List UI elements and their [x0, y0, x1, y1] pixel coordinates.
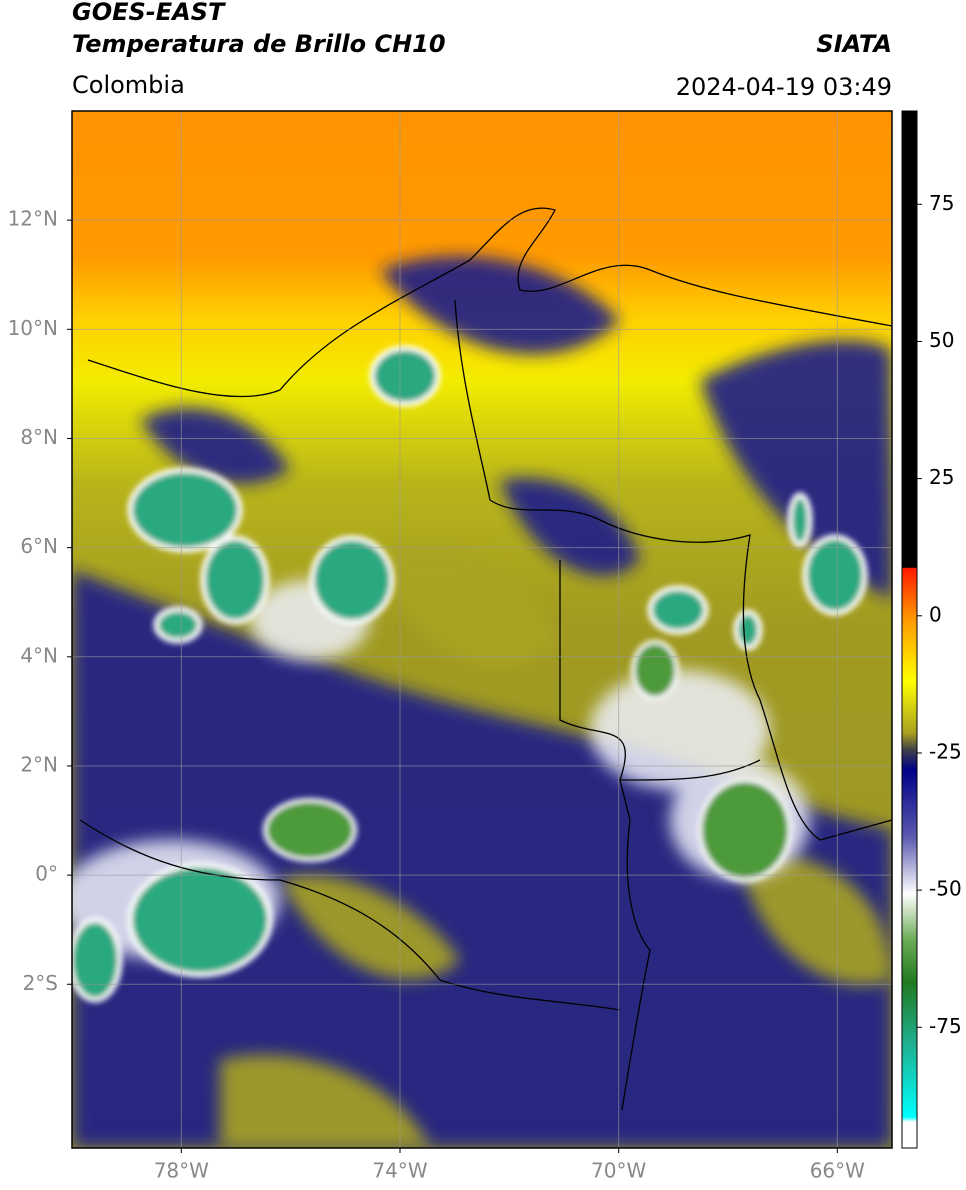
- lat-tick-label: 10°N: [8, 316, 58, 340]
- map-frame: [71, 110, 893, 1149]
- lat-tick-label: 4°N: [20, 643, 58, 667]
- colorbar-tick-label: 50: [929, 328, 954, 352]
- borders: [79, 207, 892, 1111]
- lat-tick-label: 12°N: [8, 207, 58, 231]
- lon-tick-label: 74°W: [372, 1159, 427, 1183]
- agency: SIATA: [816, 30, 892, 58]
- lon-tick-label: 66°W: [810, 1159, 865, 1183]
- colorbar-tick-label: 75: [929, 191, 954, 215]
- satellite-image: [72, 111, 892, 1148]
- lat-tick-label: 6°N: [20, 534, 58, 558]
- colorbar-tick-label: -50: [929, 877, 962, 901]
- product: Temperatura de Brillo CH10: [72, 30, 446, 58]
- lat-tick-label: 2°N: [20, 752, 58, 776]
- colorbar-tick-label: 25: [929, 465, 954, 489]
- lon-tick-label: 78°W: [154, 1159, 209, 1183]
- satellite: GOES-EAST: [72, 0, 226, 26]
- colorbar: [901, 110, 918, 1149]
- lat-tick-label: 0°: [35, 862, 58, 886]
- lat-tick-label: 2°S: [23, 971, 58, 995]
- colorbar-tick-label: -25: [929, 739, 962, 763]
- colorbar-tick-label: -75: [929, 1014, 962, 1038]
- lat-tick-label: 8°N: [20, 425, 58, 449]
- lon-tick-label: 70°W: [591, 1159, 646, 1183]
- region: Colombia: [72, 71, 185, 99]
- colorbar-tick-label: 0: [929, 602, 942, 626]
- timestamp: 2024-04-19 03:49: [676, 73, 892, 101]
